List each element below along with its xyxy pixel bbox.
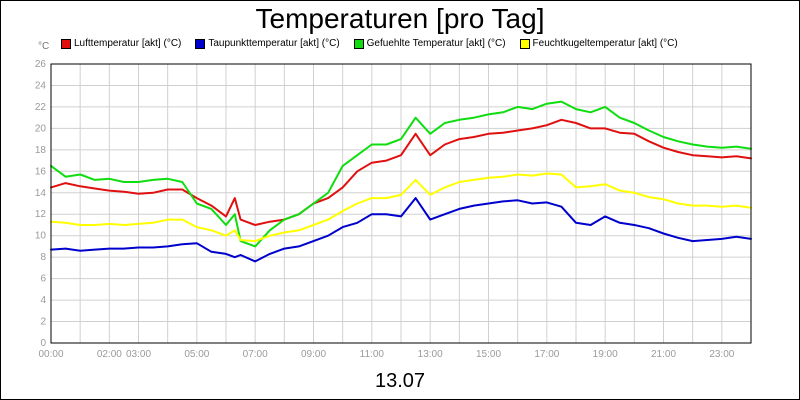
y-tick-label: 2 [40,317,46,328]
legend-swatch-feuchtkugeltemperatur [519,38,530,49]
x-tick-label: 17:00 [534,349,559,360]
legend-item-taupunkttemperatur: Taupunkttemperatur [akt] (°C) [195,38,340,49]
legend: Lufttemperatur [akt] (°C) Taupunkttemper… [61,38,692,49]
x-tick-label: 11:00 [360,349,385,360]
legend-label-feuchtkugeltemperatur: Feuchtkugeltemperatur [akt] (°C) [532,38,678,49]
x-tick-label: 23:00 [709,349,734,360]
x-tick-label: 07:00 [243,349,268,360]
x-tick-label: 05:00 [184,349,209,360]
y-tick-label: 16 [35,166,47,177]
y-tick-label: 22 [35,102,47,113]
y-tick-label: 6 [40,274,46,285]
y-tick-label: 24 [35,80,47,91]
series-line-2 [50,100,752,248]
series-line-0 [50,118,752,226]
y-tick-label: 4 [40,295,46,306]
x-tick-label: 19:00 [593,349,618,360]
series-line-1 [50,197,752,263]
series-line-3 [50,172,752,243]
x-tick-label: 00:00 [38,349,63,360]
y-tick-label: 0 [40,338,46,349]
legend-item-gefuehlte-temperatur: Gefuehlte Temperatur [akt] (°C) [353,38,506,49]
y-tick-label: 20 [35,123,47,134]
x-tick-label: 15:00 [476,349,501,360]
x-tick-label: 13:00 [418,349,443,360]
legend-item-lufttemperatur: Lufttemperatur [akt] (°C) [61,38,181,49]
x-tick-label: 02:00 [97,349,122,360]
y-tick-label: 8 [40,252,46,263]
y-tick-label: 26 [35,59,47,70]
chart-title: Temperaturen [pro Tag] [255,3,545,34]
legend-swatch-gefuehlte-temperatur [353,38,364,49]
x-tick-label: 09:00 [301,349,326,360]
x-tick-label: 21:00 [651,349,676,360]
legend-label-lufttemperatur: Lufttemperatur [akt] (°C) [74,38,182,49]
legend-label-taupunkttemperatur: Taupunkttemperatur [akt] (°C) [208,38,340,49]
legend-label-gefuehlte-temperatur: Gefuehlte Temperatur [akt] (°C) [366,38,506,49]
plot-border [50,63,752,344]
legend-item-feuchtkugeltemperatur: Feuchtkugeltemperatur [akt] (°C) [519,38,678,49]
y-axis-unit: °C [38,41,50,52]
legend-swatch-taupunkttemperatur [195,38,206,49]
date-label: 13.07 [374,370,426,392]
y-tick-label: 14 [35,188,47,199]
y-tick-label: 18 [35,145,47,156]
y-tick-label: 12 [35,209,47,220]
x-tick-label: 03:00 [126,349,151,360]
legend-swatch-lufttemperatur [61,38,71,49]
y-tick-label: 10 [35,231,47,242]
